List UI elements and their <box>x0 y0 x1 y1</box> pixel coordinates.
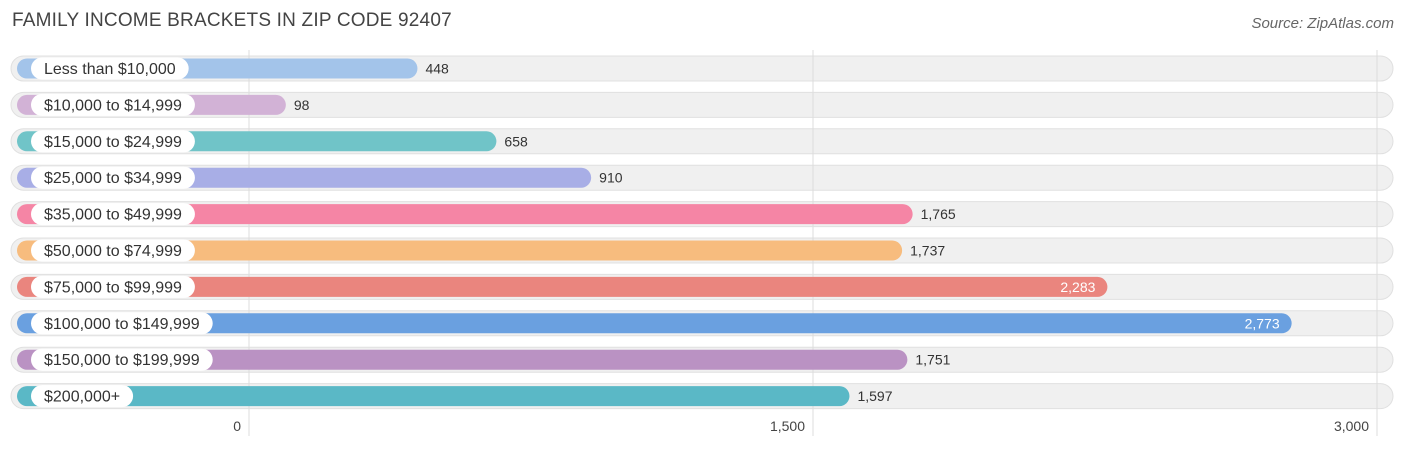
bar-row: $50,000 to $74,999 1,737 <box>17 239 945 262</box>
value-label: 448 <box>425 61 449 77</box>
category-pill <box>31 385 134 408</box>
value-label: 1,597 <box>857 388 892 404</box>
bar <box>17 313 1292 334</box>
bar <box>17 276 1108 297</box>
category-label: $10,000 to $14,999 <box>44 97 182 114</box>
category-pill <box>31 312 213 335</box>
bar-row: $150,000 to $199,999 1,751 <box>17 348 951 371</box>
category-label: $25,000 to $34,999 <box>44 170 182 187</box>
tick-label: 3,000 <box>1334 418 1369 434</box>
value-label: 1,765 <box>921 206 956 222</box>
category-label: $35,000 to $49,999 <box>44 207 182 224</box>
bar-row: $10,000 to $14,999 98 <box>17 93 310 116</box>
category-pill <box>31 93 195 116</box>
category-label: $15,000 to $24,999 <box>44 134 182 151</box>
bar-row: $100,000 to $149,999 2,773 <box>17 312 1292 335</box>
bar-row: $25,000 to $34,999 910 <box>17 166 623 189</box>
bar <box>17 349 908 370</box>
category-label: Less than $10,000 <box>44 61 176 78</box>
bar-row: Less than $10,000 448 <box>17 57 449 80</box>
chart-source: Source: ZipAtlas.com <box>1251 15 1394 32</box>
bar-row: $200,000+ 1,597 <box>17 385 893 408</box>
category-label: $75,000 to $99,999 <box>44 279 182 296</box>
value-label: 2,773 <box>1245 315 1280 331</box>
value-label: 910 <box>599 170 623 186</box>
category-pill <box>31 166 195 189</box>
bar-row: $35,000 to $49,999 1,765 <box>17 203 956 226</box>
bar-row: $15,000 to $24,999 658 <box>17 130 528 153</box>
tick-label: 0 <box>233 418 241 434</box>
row-track <box>10 91 1394 118</box>
bar <box>17 240 903 261</box>
bar <box>17 386 850 407</box>
value-label: 1,751 <box>915 352 950 368</box>
category-label: $150,000 to $199,999 <box>44 352 200 369</box>
category-pill <box>31 57 189 80</box>
category-label: $50,000 to $74,999 <box>44 243 182 260</box>
category-label: $100,000 to $149,999 <box>44 316 200 333</box>
value-label: 1,737 <box>910 243 945 259</box>
value-label: 2,283 <box>1060 279 1095 295</box>
value-label: 98 <box>294 97 310 113</box>
x-axis-ticks: 0 1,500 3,000 <box>233 418 1369 434</box>
category-pill <box>31 275 195 298</box>
tick-label: 1,500 <box>770 418 805 434</box>
chart-title: FAMILY INCOME BRACKETS IN ZIP CODE 92407 <box>12 10 452 31</box>
category-pill <box>31 348 213 371</box>
value-label: 658 <box>504 133 528 149</box>
category-pill <box>31 130 195 153</box>
bar <box>17 204 913 225</box>
category-label: $200,000+ <box>44 389 120 406</box>
bar-row: $75,000 to $99,999 2,283 <box>17 275 1108 298</box>
category-pill <box>31 239 195 262</box>
category-pill <box>31 203 195 226</box>
